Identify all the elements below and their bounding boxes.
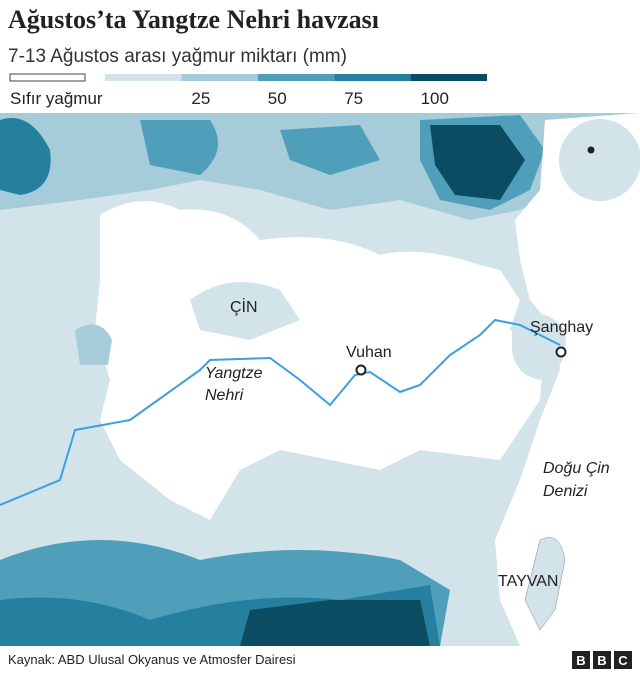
logo-letter: C [618, 653, 628, 668]
taiwan-label: TAYVAN [498, 573, 558, 590]
legend-label: 50 [268, 89, 287, 108]
city-label: Şanghay [530, 319, 593, 336]
legend-swatch [105, 74, 182, 81]
legend-label: 25 [191, 89, 210, 108]
river [0, 318, 561, 506]
map: ÇİN Yangtze Nehri Vuhan Şanghay Doğu Çin… [0, 113, 640, 646]
subtitle: 7-13 Ağustos arası yağmur miktarı (mm) [8, 46, 347, 67]
shanghai-area [512, 313, 566, 380]
river-label: Nehri [205, 387, 244, 404]
title: Ağustos’ta Yangtze Nehri havzası [8, 5, 379, 34]
country-label: ÇİN [230, 297, 258, 316]
logo-block [614, 651, 632, 669]
sea [495, 113, 640, 646]
wet-area [240, 600, 430, 646]
city-marker [555, 346, 567, 358]
wet-area [140, 120, 380, 175]
sea-label: Doğu Çin [543, 460, 610, 477]
wet-area [430, 125, 525, 200]
legend-swatch [257, 74, 335, 81]
dry-area [95, 201, 545, 520]
source: Kaynak: ABD Ulusal Okyanus ve Atmosfer D… [8, 652, 296, 667]
legend-swatch [334, 74, 411, 81]
taiwan [524, 537, 566, 631]
wet-area [75, 324, 112, 365]
legend-swatch [181, 74, 258, 81]
legend-label: 75 [344, 89, 363, 108]
river-label: Yangtze [205, 365, 263, 382]
wet-area [0, 118, 51, 195]
logo-letter: B [576, 653, 585, 668]
locator-dot [587, 146, 595, 154]
legend-label: 100 [421, 89, 449, 108]
legend: Sıfır yağmur 25 50 75 100 [9, 73, 487, 108]
city-label: Vuhan [346, 344, 392, 361]
bbc-logo: B B C [572, 651, 632, 669]
city-marker [355, 364, 367, 376]
legend-swatch [410, 74, 487, 81]
locator-globe [557, 117, 640, 203]
legend-zero-swatch [9, 73, 86, 82]
wet-area [190, 282, 300, 340]
sea-label: Denizi [543, 483, 588, 500]
logo-block [593, 651, 611, 669]
logo-letter: B [597, 653, 606, 668]
legend-zero-label: Sıfır yağmur [10, 89, 103, 108]
logo-block [572, 651, 590, 669]
